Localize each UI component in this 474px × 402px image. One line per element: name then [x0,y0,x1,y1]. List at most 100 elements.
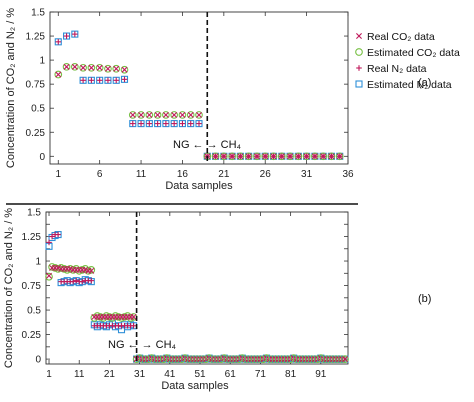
data-point-plus [328,153,335,160]
data-point-x [88,64,95,71]
panel-a-x-axis-label: Data samples [165,180,233,192]
data-point-square [162,120,170,128]
data-point-square [87,76,95,84]
data-point-x [113,65,120,72]
x-tick-label: 21 [104,369,116,380]
y-tick-label: 0.5 [31,104,45,115]
data-point-plus [105,77,111,84]
x-tick-label: 36 [342,169,354,180]
data-point-plus [270,153,277,160]
y-tick-label: 1 [39,56,45,67]
data-point-square [120,75,129,83]
data-point-circle [145,111,154,119]
data-point-plus [88,277,95,284]
data-point-plus [221,153,227,160]
data-point-square [178,120,186,128]
data-point-plus [212,153,219,160]
y-tick-label: 0.5 [27,306,41,317]
data-point-square [137,120,145,128]
panel-a-legend: Real CO₂ data Estimated CO₂ data Real N₂ d… [355,31,460,91]
legend-marker-plus [356,65,362,71]
data-point-circle [79,63,87,72]
data-point-square [54,38,62,46]
data-point-plus [287,153,293,160]
data-point-circle [162,111,170,119]
panel-b-tag: (b) [418,293,431,305]
data-point-plus [96,77,103,84]
panel-b-plot-area [45,211,349,365]
data-point-square [71,30,79,38]
legend-entry: Real N₂ data [367,63,427,75]
data-point-circle [253,152,261,161]
data-point-square [187,120,195,128]
data-point-plus [113,77,120,84]
x-tick-label: 31 [301,169,313,180]
data-point-x [71,63,78,70]
data-point-square [145,120,153,128]
data-point-plus [46,239,52,246]
data-point-circle [319,152,328,161]
x-tick-label: 26 [260,169,272,180]
data-point-x [162,111,169,118]
data-point-circle [137,111,145,119]
panel-a-tag: (a) [418,77,431,89]
x-tick-label: 81 [285,369,297,380]
data-point-plus [73,277,79,284]
data-point-square [170,120,178,128]
data-point-circle [341,355,349,363]
x-tick-label: 31 [134,369,146,380]
data-point-plus [154,120,161,127]
data-point-circle [311,152,319,161]
data-point-plus [79,278,86,285]
data-point-square [195,120,203,128]
data-point-plus [70,278,76,285]
data-point-plus [55,39,62,45]
x-tick-label: 51 [194,369,206,380]
data-point-circle [104,64,112,73]
data-point-plus [146,120,153,127]
data-point-plus [187,120,194,127]
panel-b-y-axis-label: Concentration of CO₂ and N₂ / % [3,208,15,368]
data-point-plus [254,153,260,160]
data-point-plus [229,153,235,160]
data-point-circle [335,152,344,161]
data-point-x [88,267,95,274]
data-point-x [130,313,137,320]
data-point-square [63,32,71,40]
y-tick-label: 1.5 [27,208,41,219]
data-point-circle [153,111,162,119]
data-point-plus [72,31,78,37]
data-point-circle [87,63,96,72]
data-point-x [46,272,53,279]
data-point-circle [261,152,270,161]
legend-entry: Real CO₂ data [367,31,435,43]
y-tick-label: 1.25 [22,232,42,243]
data-point-circle [112,64,121,73]
y-tick-label: 1.5 [31,8,45,19]
data-point-plus [121,76,128,83]
data-point-x [154,111,161,118]
data-point-circle [219,152,228,161]
data-point-plus [63,33,70,39]
data-point-plus [295,153,302,160]
x-tick-label: 16 [177,169,189,180]
data-point-plus [179,120,186,127]
data-point-circle [228,152,236,161]
data-point-plus [196,120,202,127]
x-tick-label: 6 [97,169,103,180]
y-tick-label: 0.25 [26,128,46,139]
data-point-x [171,111,178,118]
data-point-square [79,76,87,84]
x-tick-label: 1 [55,169,61,180]
data-point-plus [336,153,343,160]
data-point-plus [171,120,177,127]
legend-marker-x [356,33,362,39]
data-point-circle [120,65,129,74]
data-point-square [104,76,112,84]
data-point-circle [277,152,286,161]
data-point-x [55,71,62,78]
y-tick-label: 1 [35,257,41,268]
data-point-plus [245,153,252,160]
x-tick-label: 61 [225,369,237,380]
